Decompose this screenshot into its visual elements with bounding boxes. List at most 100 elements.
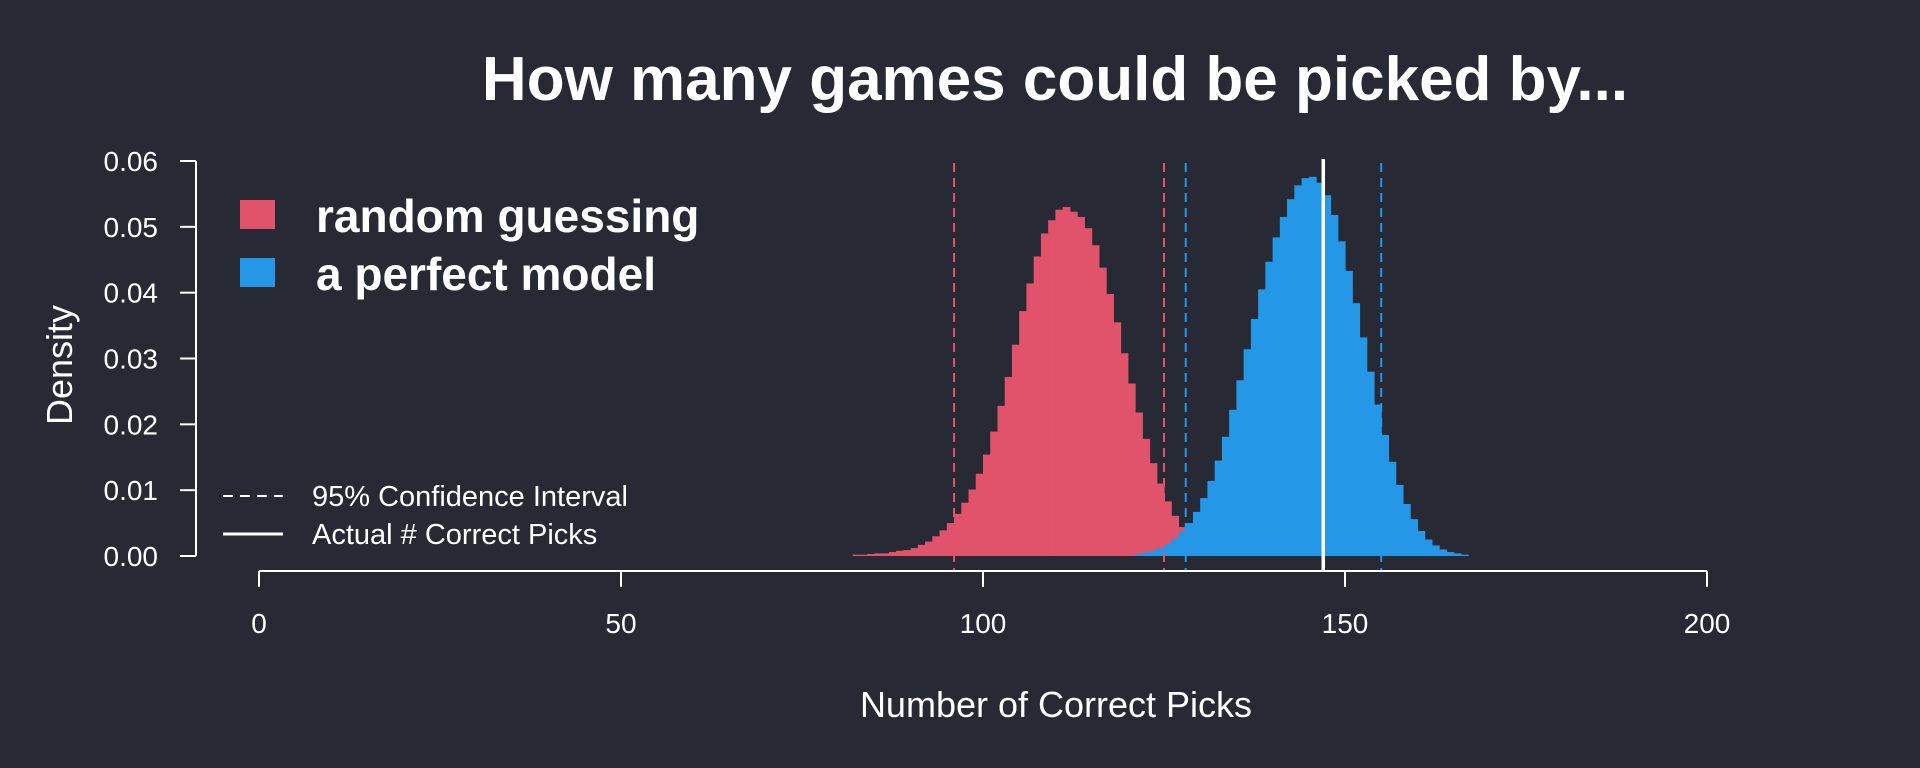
- histogram-bar: [1308, 176, 1317, 557]
- histogram-bar: [881, 553, 890, 556]
- histogram-bar: [1149, 463, 1158, 556]
- histogram-bar: [1301, 178, 1310, 556]
- histogram-bar: [1330, 214, 1339, 557]
- histogram-bar: [1127, 383, 1136, 556]
- histogram-bar: [1178, 531, 1187, 556]
- histogram-bar: [888, 552, 897, 556]
- x-tick-label: 100: [960, 608, 1007, 639]
- histogram-bar: [1077, 216, 1085, 556]
- histogram-bar: [1381, 434, 1390, 556]
- histogram-bar: [1352, 303, 1361, 556]
- histogram-bar: [1171, 538, 1180, 556]
- histogram-bar: [1258, 289, 1266, 557]
- histogram-bar: [1236, 380, 1245, 556]
- x-tick-label: 200: [1684, 608, 1731, 639]
- histogram-bar: [1460, 554, 1469, 556]
- histogram-bar: [1424, 539, 1433, 556]
- histogram-bar: [1388, 461, 1397, 556]
- y-axis-label: Density: [39, 305, 80, 425]
- legend-label-random-guessing: random guessing: [316, 190, 699, 242]
- histogram-bar: [917, 544, 926, 556]
- histogram-bar: [932, 536, 941, 556]
- y-tick-label: 0.02: [104, 409, 159, 440]
- histogram-bar: [1395, 484, 1404, 556]
- x-ticks: 0 50 100 150 200: [251, 571, 1730, 639]
- histogram-bar: [1098, 267, 1107, 556]
- histogram-bar: [1033, 256, 1042, 556]
- reference-lines-layer: [953, 159, 1383, 570]
- histogram-bar: [954, 513, 962, 556]
- y-ticks: 0.00 0.01 0.02 0.03 0.04 0.05 0.06: [104, 146, 196, 572]
- histogram-bar: [1142, 552, 1151, 556]
- x-axis-label: Number of Correct Picks: [860, 684, 1252, 725]
- histogram-bar: [1294, 185, 1303, 557]
- histogram-bar: [1040, 233, 1049, 557]
- histogram-bar: [1373, 404, 1382, 556]
- histogram-bar: [852, 554, 861, 556]
- histogram-bar: [1316, 182, 1324, 556]
- line-legend: 95% Confidence Interval Actual # Correct…: [223, 481, 628, 551]
- histogram-bar: [1453, 553, 1462, 556]
- histogram-bar: [1229, 409, 1237, 556]
- bars-layer: [852, 176, 1469, 557]
- histogram-bar: [910, 548, 919, 556]
- histogram-bar: [1004, 376, 1013, 556]
- histogram-bar: [1446, 552, 1455, 556]
- legend-label-actual-picks: Actual # Correct Picks: [312, 519, 597, 551]
- histogram-bar: [1120, 353, 1129, 556]
- histogram-bar: [867, 554, 875, 556]
- y-tick-label: 0.03: [104, 344, 159, 375]
- histogram-bar: [1214, 460, 1223, 556]
- histogram-bar: [925, 541, 933, 556]
- x-axis: 0 50 100 150 200: [251, 570, 1730, 639]
- chart-title: How many games could be picked by...: [482, 45, 1628, 114]
- histogram-bar: [1287, 199, 1295, 556]
- histogram-bar: [961, 502, 970, 556]
- histogram-bar: [1265, 261, 1274, 556]
- y-tick-label: 0.00: [104, 541, 159, 572]
- histogram-bar: [1069, 211, 1078, 556]
- histogram-bar: [1055, 209, 1064, 556]
- y-tick-label: 0.01: [104, 475, 159, 506]
- histogram-bar: [1135, 412, 1143, 556]
- histogram-bar: [1250, 319, 1259, 556]
- series-random-guessing: [852, 207, 1252, 557]
- histogram-bar: [1156, 548, 1165, 556]
- histogram-bar: [1337, 241, 1346, 556]
- histogram-bar: [939, 530, 948, 556]
- histogram-bar: [1062, 207, 1071, 556]
- y-axis: 0.00 0.01 0.02 0.03 0.04 0.05 0.06: [104, 146, 197, 572]
- y-tick-label: 0.04: [104, 278, 159, 309]
- histogram-bar: [1402, 503, 1411, 556]
- histogram-bar: [896, 550, 904, 556]
- legend-swatch-random-guessing: [240, 200, 275, 229]
- histogram-bar: [1200, 498, 1209, 556]
- histogram-bar: [1171, 515, 1180, 556]
- histogram-bar: [1048, 220, 1056, 556]
- histogram-bar: [1417, 530, 1426, 556]
- histogram-bar: [1345, 270, 1353, 556]
- histogram-bar: [903, 550, 912, 556]
- histogram-bar: [1156, 483, 1165, 556]
- histogram-bar: [1135, 554, 1143, 556]
- histogram-bar: [1149, 550, 1158, 556]
- series-a-perfect-model: [1135, 176, 1469, 557]
- histogram-bar: [1323, 195, 1332, 557]
- histogram-bar: [1243, 349, 1252, 556]
- x-tick-label: 150: [1322, 608, 1369, 639]
- histogram-bar: [1431, 545, 1440, 556]
- histogram-bar: [990, 431, 999, 556]
- x-tick-label: 0: [251, 608, 267, 639]
- histogram-bar: [1091, 245, 1100, 556]
- histogram-bar: [1185, 523, 1194, 556]
- histogram-bar: [1279, 216, 1288, 556]
- histogram-bar: [997, 405, 1006, 556]
- legend-label-perfect-model: a perfect model: [316, 248, 656, 300]
- histogram-bar: [1011, 344, 1020, 556]
- histogram-bar: [1410, 519, 1418, 556]
- legend-label-confidence-interval: 95% Confidence Interval: [312, 481, 628, 513]
- histogram-bar: [1192, 511, 1201, 556]
- histogram-bar: [859, 554, 868, 556]
- x-tick-label: 50: [605, 608, 636, 639]
